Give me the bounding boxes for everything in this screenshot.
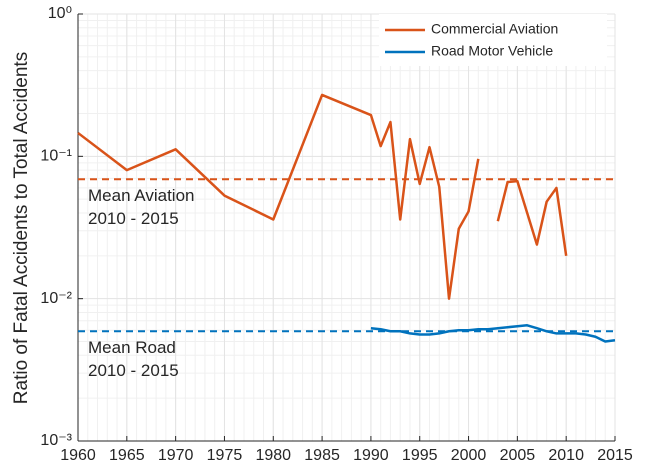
legend-label: Road Motor Vehicle	[431, 43, 553, 59]
y-tick-label: 10⁻¹	[40, 148, 72, 165]
y-axis-label: Ratio of Fatal Accidents to Total Accide…	[11, 52, 32, 404]
line	[77, 93, 568, 300]
x-tick-label: 1980	[255, 447, 291, 464]
x-tick-label: 2015	[597, 447, 633, 464]
annotation: 2010 - 2015	[88, 209, 179, 228]
annotation: Mean Road	[88, 338, 176, 357]
annotation: 2010 - 2015	[88, 361, 179, 380]
x-tick-label: 1985	[304, 447, 340, 464]
x-tick-label: 2005	[500, 447, 536, 464]
legend-label: Commercial Aviation	[431, 21, 558, 37]
x-tick-label: 1995	[402, 447, 438, 464]
line	[370, 324, 616, 343]
x-tick-label: 2000	[451, 447, 487, 464]
x-tick-label: 1990	[353, 447, 389, 464]
y-tick-label: 10⁻³	[40, 432, 72, 449]
x-tick-label: 1965	[109, 447, 145, 464]
y-tick-label: 10⁻²	[40, 290, 72, 307]
y-tick-label: 10⁰	[48, 5, 72, 22]
x-tick-label: 2010	[548, 447, 584, 464]
x-tick-label: 1975	[207, 447, 243, 464]
x-tick-label: 1970	[158, 447, 194, 464]
annotation: Mean Aviation	[88, 186, 194, 205]
legend-box	[379, 14, 607, 66]
x-tick-label: 1960	[60, 447, 96, 464]
